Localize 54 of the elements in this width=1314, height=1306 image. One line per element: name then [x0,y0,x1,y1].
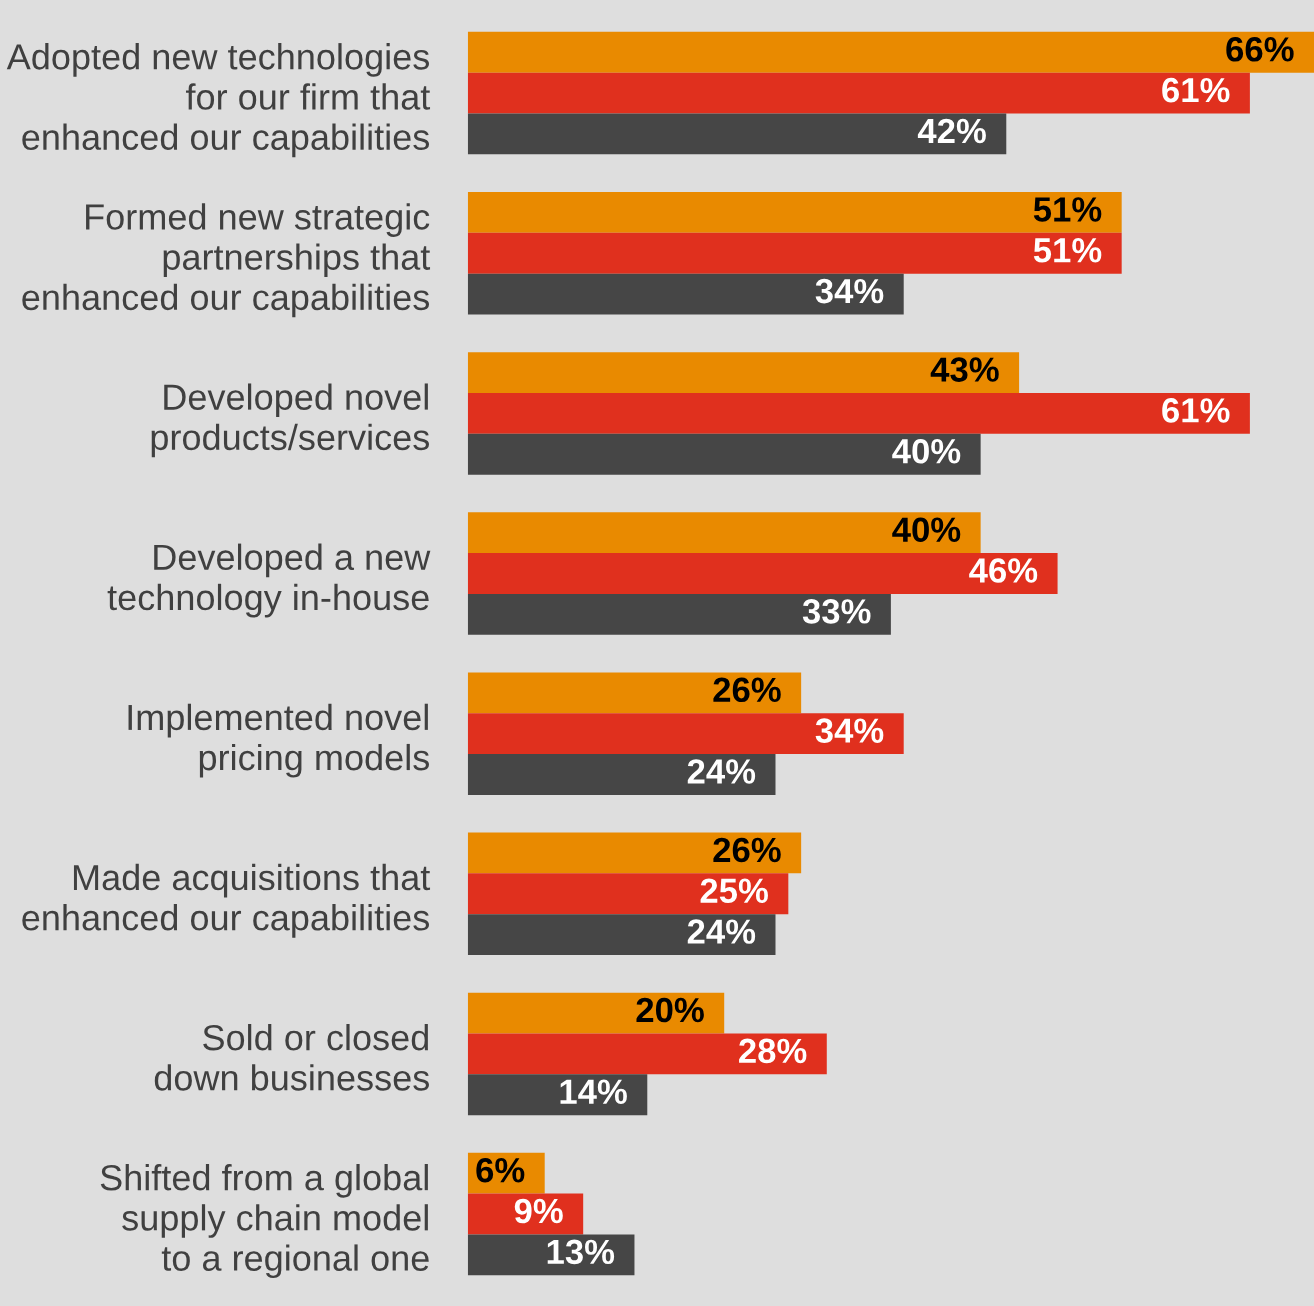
data-label: 33% [802,599,871,624]
bar [467,72,1250,114]
data-label: 9% [514,1198,563,1224]
data-label: 66% [1226,37,1294,62]
bar [467,113,1007,155]
y-tick-label: Developed a new technology in-house [107,543,431,618]
bar [467,1074,648,1116]
bar [467,192,1122,233]
bar [467,433,981,475]
data-label: 6% [476,1157,525,1183]
bar [467,754,776,795]
bar [467,713,904,755]
bar [467,1234,635,1276]
data-label: 25% [700,878,768,904]
data-label: 24% [687,919,756,944]
bar [467,992,725,1034]
data-label: 51% [1033,197,1102,222]
bar [467,873,789,915]
bar [467,232,1122,274]
data-label: 28% [739,1038,807,1064]
y-tick-label: Sold or closed down businesses [154,1023,429,1091]
data-label: 26% [713,837,781,863]
data-label: 61% [1162,77,1230,103]
bar [467,273,904,315]
data-label: 42% [917,118,986,144]
data-label: 40% [892,438,961,464]
y-tick-label: Formed new strategic partnerships that enhanced our capabilities [22,203,431,318]
y-tick-label: Made acquisitions that enhanced our capabilities [22,863,431,938]
data-label: 46% [969,558,1038,583]
bar [467,31,1314,73]
data-label: 24% [687,759,756,784]
data-label: 51% [1033,238,1102,263]
bar [467,512,981,554]
bar [467,593,891,635]
y-tick-label: Shifted from a global supply chain model to a regional one [100,1163,429,1279]
data-label: 14% [560,1079,627,1104]
bar [467,553,1058,594]
data-label: 20% [636,997,704,1023]
data-label: 34% [815,278,884,304]
y-tick-label: Developed novel products/services [151,383,429,458]
bar [467,1033,827,1075]
data-label: 34% [815,718,884,743]
y-tick-label: Adopted new technologies for our firm that enhanced our capabilities [6,43,431,158]
bar [467,392,1250,434]
data-label: 61% [1162,398,1230,423]
bar [467,672,802,714]
data-label: 26% [713,677,781,703]
bar [467,352,1020,393]
data-label: 13% [547,1239,615,1265]
data-label: 40% [892,517,961,542]
y-tick-label: Implemented novel pricing models [128,703,429,778]
bar [467,914,776,956]
data-label: 43% [930,357,999,382]
bar [467,832,802,874]
